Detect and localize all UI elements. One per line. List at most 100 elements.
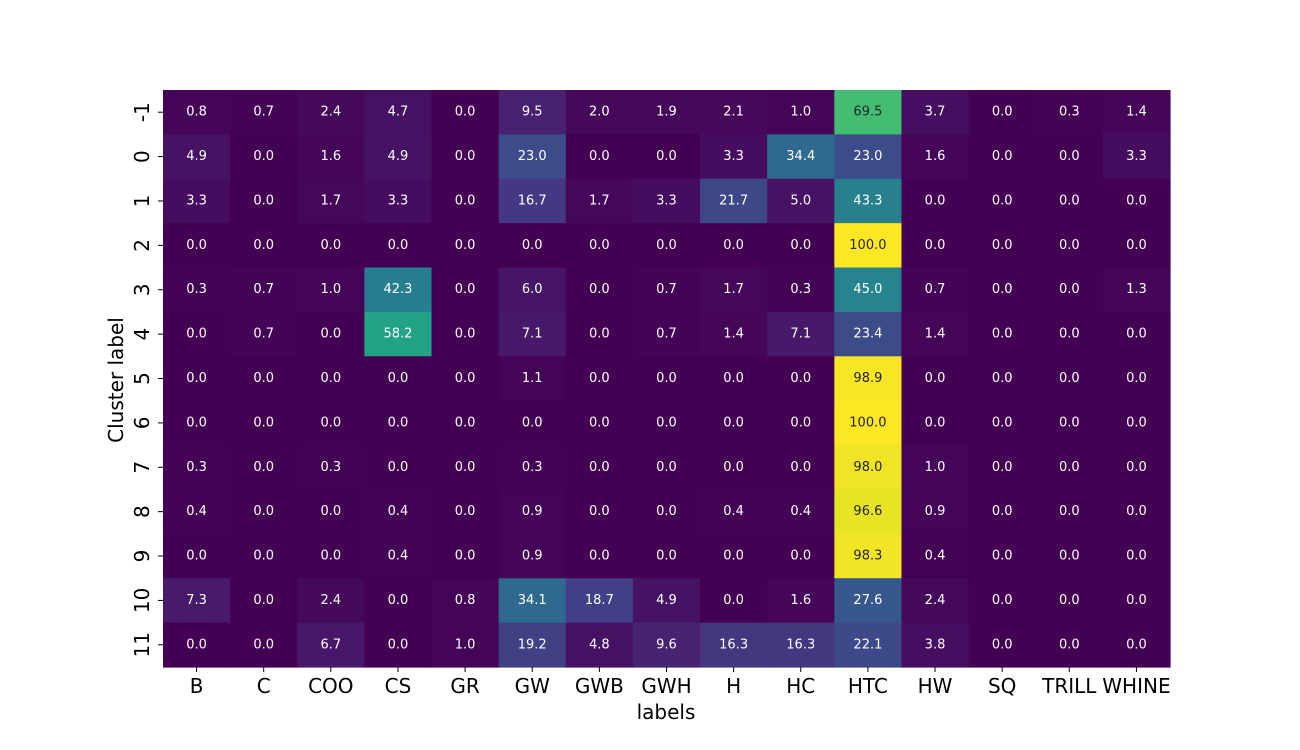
cell-value-label: 0.0 — [253, 371, 274, 386]
heatmap-cell — [364, 356, 433, 402]
cell-value-label: 0.7 — [253, 327, 274, 342]
heatmap-cell — [163, 578, 231, 624]
cell-value-label: 0.0 — [455, 238, 476, 253]
cell-value-label: 27.6 — [853, 593, 882, 608]
cell-value-label: 0.0 — [1126, 371, 1147, 386]
heatmap-cell — [498, 622, 567, 668]
heatmap-cell — [1035, 533, 1104, 579]
heatmap-cell — [163, 311, 231, 357]
heatmap-cell — [364, 533, 433, 579]
cell-value-label: 42.3 — [383, 282, 412, 297]
heatmap-cell — [968, 267, 1037, 313]
cell-value-label: 0.3 — [522, 460, 543, 475]
heatmap-cell — [700, 311, 768, 357]
cell-value-label: 0.0 — [925, 371, 946, 386]
cell-value-label: 0.0 — [1126, 460, 1147, 475]
heatmap-cell — [834, 178, 903, 224]
y-tick-label: 11 — [130, 632, 154, 657]
heatmap-cell — [230, 134, 298, 180]
heatmap-cell — [297, 356, 365, 402]
heatmap-cell — [901, 134, 970, 180]
cell-value-label: 0.0 — [320, 238, 341, 253]
cell-value-label: 18.7 — [585, 593, 614, 608]
heatmap-cell — [297, 134, 365, 180]
heatmap-cell — [498, 178, 567, 224]
heatmap-cell — [901, 489, 970, 535]
heatmap-cell — [163, 445, 231, 491]
heatmap-cell — [163, 356, 231, 402]
heatmap-cell — [364, 178, 433, 224]
heatmap-cell — [565, 311, 634, 357]
cell-value-label: 0.4 — [388, 549, 409, 564]
cell-value-label: 0.0 — [723, 415, 744, 430]
cell-value-label: 2.1 — [723, 105, 744, 120]
cell-value-label: 0.0 — [455, 549, 476, 564]
heatmap-cell — [498, 134, 567, 180]
cell-value-label: 0.0 — [589, 238, 610, 253]
cell-value-label: 0.0 — [992, 593, 1013, 608]
cell-value-label: 0.0 — [253, 460, 274, 475]
cell-value-label: 0.0 — [1059, 460, 1080, 475]
cell-value-label: 0.8 — [455, 593, 476, 608]
cell-value-label: 4.9 — [656, 593, 677, 608]
cell-value-label: 0.0 — [992, 238, 1013, 253]
cell-value-label: 98.0 — [853, 460, 882, 475]
cell-value-label: 0.0 — [186, 637, 207, 652]
cell-value-label: 0.0 — [790, 460, 811, 475]
heatmap-cell — [230, 578, 298, 624]
heatmap-cell — [1102, 134, 1171, 180]
heatmap-cell — [565, 178, 634, 224]
heatmap-cell — [163, 533, 231, 579]
cell-value-label: 0.0 — [1059, 149, 1080, 164]
cell-value-label: 0.0 — [992, 105, 1013, 120]
cell-value-label: 0.4 — [790, 504, 811, 519]
y-tick-label: 7 — [130, 461, 154, 474]
heatmap-cell — [1035, 400, 1104, 446]
heatmap-cell — [767, 400, 835, 446]
heatmap-cell — [431, 267, 500, 313]
heatmap-cell — [700, 356, 768, 402]
cell-value-label: 1.0 — [790, 105, 811, 120]
heatmap-cell — [1102, 90, 1171, 135]
heatmap-cell — [1035, 578, 1104, 624]
heatmap-cell — [230, 178, 298, 224]
heatmap-cell — [767, 489, 835, 535]
cell-value-label: 0.0 — [186, 549, 207, 564]
cell-value-label: 0.0 — [1059, 415, 1080, 430]
cell-value-label: 0.0 — [992, 460, 1013, 475]
cell-value-label: 0.0 — [992, 282, 1013, 297]
heatmap-cell — [700, 178, 768, 224]
heatmap-cell — [297, 578, 365, 624]
heatmap-cell — [297, 311, 365, 357]
heatmap-cell — [700, 400, 768, 446]
cell-value-label: 0.0 — [455, 193, 476, 208]
cell-value-label: 16.3 — [786, 637, 815, 652]
cell-value-label: 98.9 — [853, 371, 882, 386]
heatmap-cell — [767, 267, 835, 313]
cell-value-label: 0.0 — [1059, 593, 1080, 608]
heatmap-cell — [968, 578, 1037, 624]
cell-value-label: 0.0 — [723, 549, 744, 564]
cell-value-label: 23.4 — [853, 327, 882, 342]
heatmap-cell — [834, 578, 903, 624]
cell-value-label: 0.0 — [1059, 238, 1080, 253]
cell-value-label: 0.0 — [455, 371, 476, 386]
cell-value-label: 0.8 — [186, 105, 207, 120]
heatmap-cell — [1102, 311, 1171, 357]
cell-value-label: 0.0 — [388, 371, 409, 386]
cell-value-label: 1.7 — [589, 193, 610, 208]
heatmap-cell — [163, 489, 231, 535]
cell-value-label: 0.0 — [388, 238, 409, 253]
heatmap-cell — [297, 533, 365, 579]
cell-value-label: 0.0 — [253, 549, 274, 564]
heatmap-cell — [1035, 90, 1104, 135]
cell-value-label: 0.0 — [1059, 282, 1080, 297]
heatmap-cell — [968, 134, 1037, 180]
x-tick-label: CS — [385, 674, 412, 698]
heatmap-cell — [901, 267, 970, 313]
cell-value-label: 1.6 — [925, 149, 946, 164]
cell-value-label: 0.3 — [1059, 105, 1080, 120]
cell-value-label: 0.0 — [723, 460, 744, 475]
x-axis-label: labels — [637, 700, 696, 724]
cell-value-label: 4.7 — [388, 105, 409, 120]
